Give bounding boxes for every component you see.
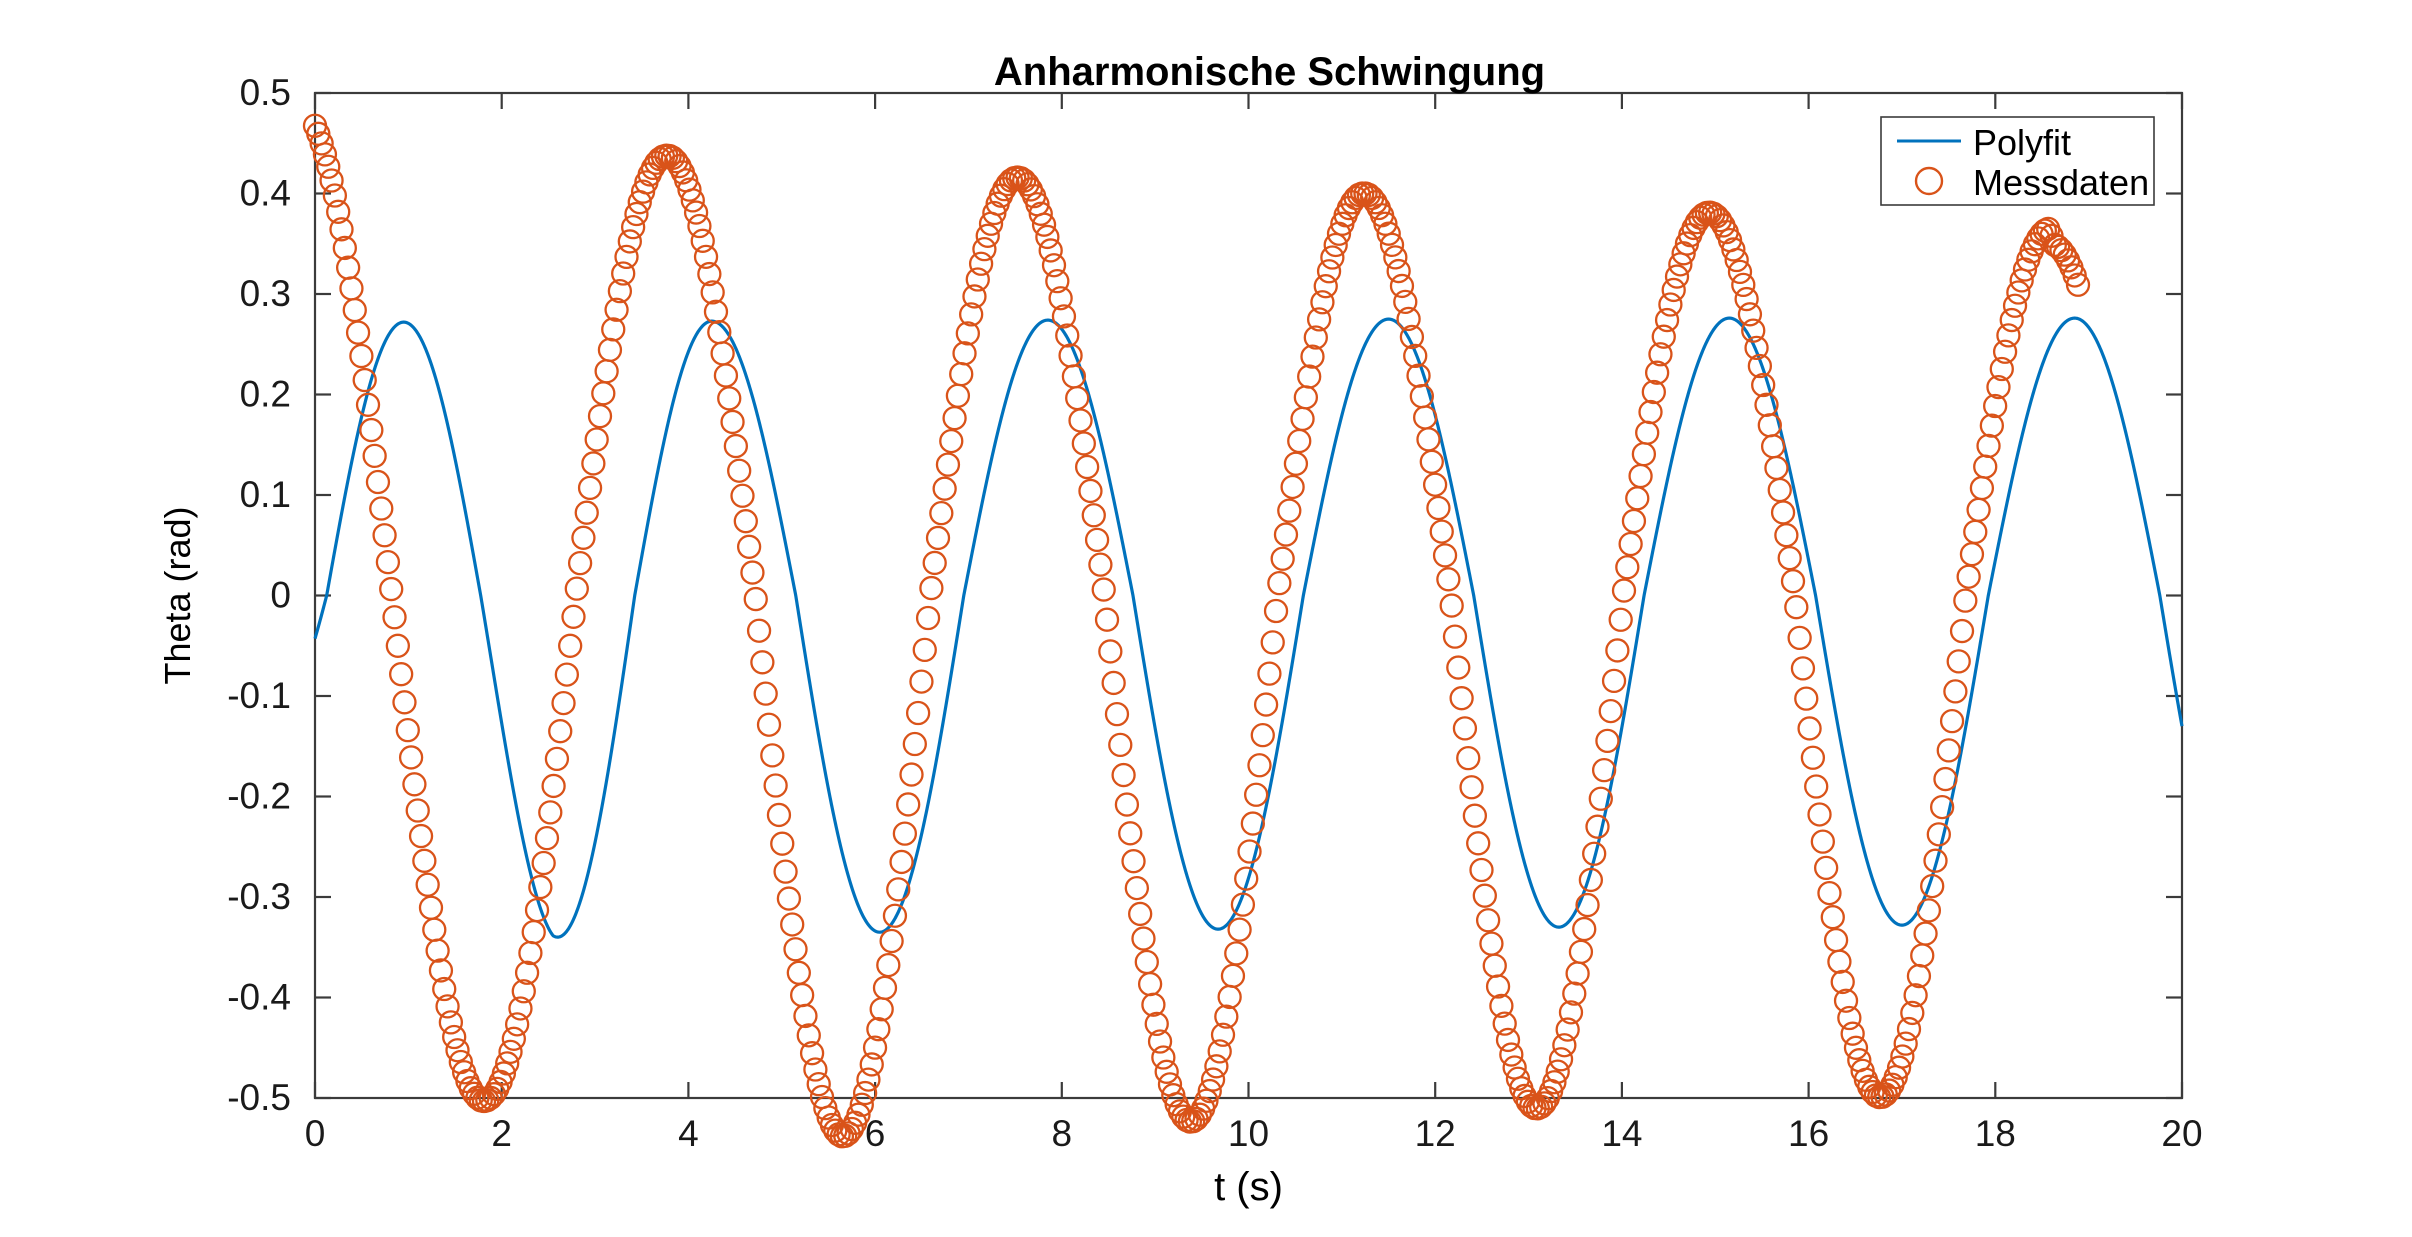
svg-text:Theta (rad): Theta (rad) bbox=[157, 506, 198, 684]
svg-text:0.5: 0.5 bbox=[240, 72, 291, 113]
svg-text:-0.1: -0.1 bbox=[227, 675, 291, 716]
svg-text:8: 8 bbox=[1052, 1113, 1073, 1154]
svg-text:20: 20 bbox=[2161, 1113, 2202, 1154]
svg-text:Anharmonische Schwingung: Anharmonische Schwingung bbox=[994, 50, 1545, 94]
svg-text:16: 16 bbox=[1788, 1113, 1829, 1154]
svg-text:-0.4: -0.4 bbox=[227, 977, 291, 1018]
svg-text:Messdaten: Messdaten bbox=[1973, 162, 2149, 203]
svg-text:0: 0 bbox=[305, 1113, 326, 1154]
svg-text:-0.5: -0.5 bbox=[227, 1077, 291, 1118]
svg-text:0.1: 0.1 bbox=[240, 474, 291, 515]
svg-text:t (s): t (s) bbox=[1214, 1165, 1283, 1209]
svg-text:-0.2: -0.2 bbox=[227, 776, 291, 817]
svg-text:4: 4 bbox=[678, 1113, 699, 1154]
svg-text:0.3: 0.3 bbox=[240, 273, 291, 314]
svg-text:10: 10 bbox=[1228, 1113, 1269, 1154]
svg-text:12: 12 bbox=[1415, 1113, 1456, 1154]
svg-text:2: 2 bbox=[491, 1113, 512, 1154]
svg-text:-0.3: -0.3 bbox=[227, 876, 291, 917]
svg-text:0: 0 bbox=[270, 575, 291, 616]
svg-text:Polyfit: Polyfit bbox=[1973, 122, 2071, 163]
svg-text:0.2: 0.2 bbox=[240, 374, 291, 415]
svg-text:14: 14 bbox=[1601, 1113, 1642, 1154]
svg-text:18: 18 bbox=[1975, 1113, 2016, 1154]
svg-text:0.4: 0.4 bbox=[240, 173, 291, 214]
